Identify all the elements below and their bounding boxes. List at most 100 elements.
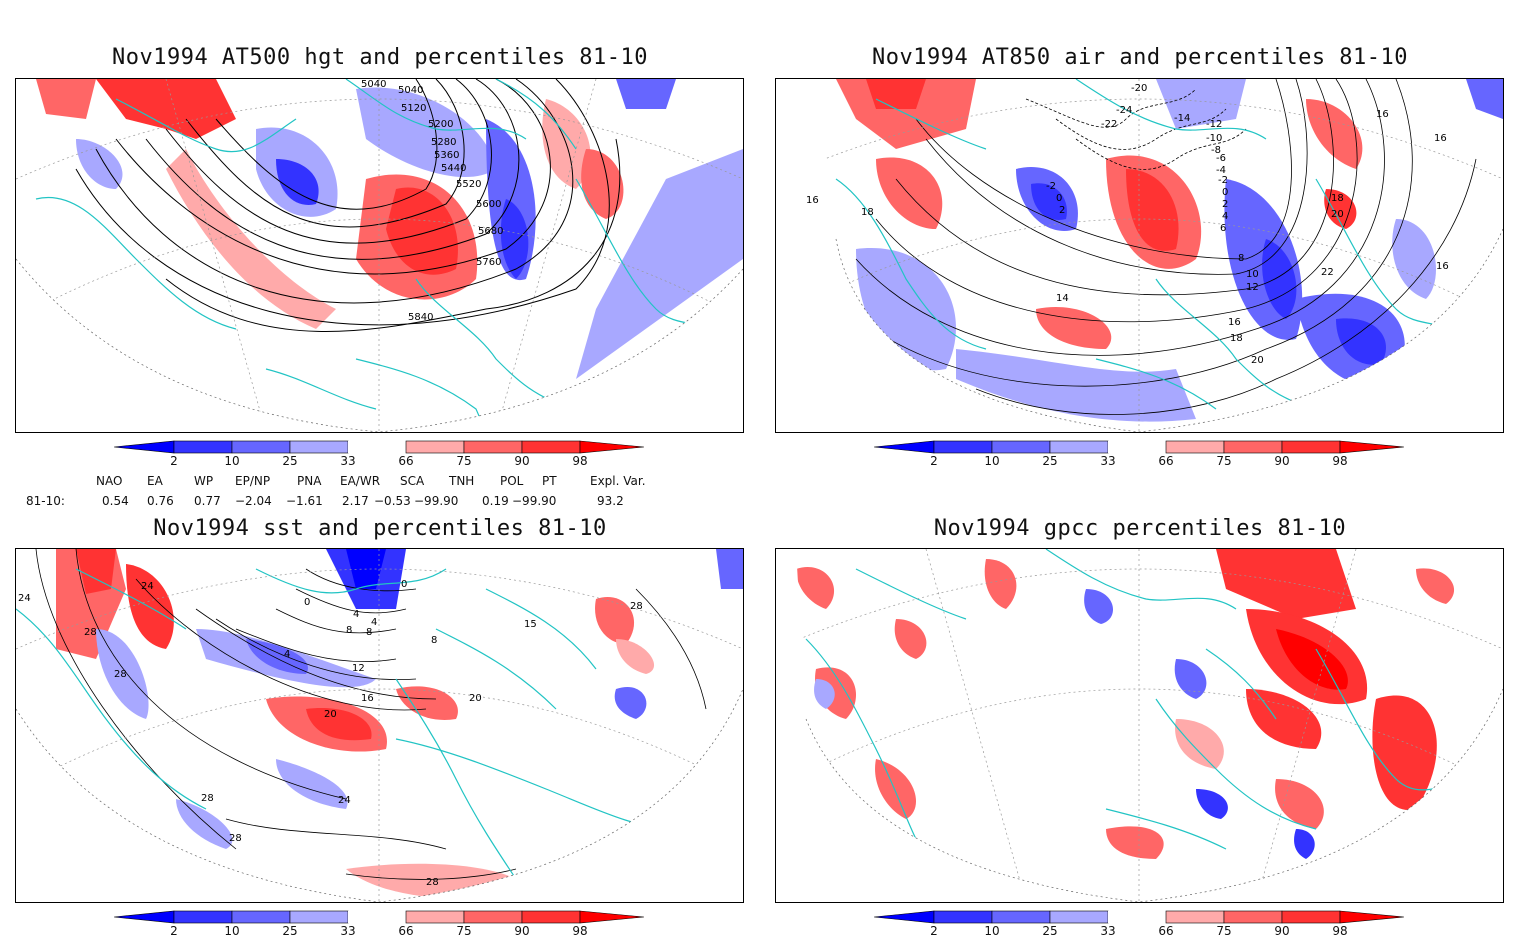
colorbar-segment xyxy=(1165,440,1225,454)
anomaly-red xyxy=(984,559,1017,609)
contour-label: 4 xyxy=(353,609,359,620)
colorbar-tick-label: 75 xyxy=(1216,454,1232,468)
index-value: −0.53 xyxy=(374,494,411,508)
contour-label: -22 xyxy=(1101,119,1117,130)
contour-label: 28 xyxy=(84,627,97,638)
index-value: −99.90 xyxy=(414,494,459,508)
contour-label: 5040 xyxy=(361,79,386,90)
anomaly-blue xyxy=(176,799,233,849)
map-air850: -20 -24 -22 -14 -12 -10 -8 -6 -4 -2 0 2 … xyxy=(775,78,1504,433)
colorbar-segment xyxy=(991,440,1051,454)
contour-label: 22 xyxy=(1321,267,1334,278)
colorbar-segment xyxy=(173,910,233,924)
contour-label: 20 xyxy=(469,693,482,704)
anomaly-red xyxy=(1216,549,1356,619)
colorbar-segment xyxy=(348,911,406,923)
colorbar-tick-label: 33 xyxy=(340,924,356,938)
contour-label: 8 xyxy=(346,625,352,636)
contour-label: 5120 xyxy=(401,103,426,114)
anomaly-red xyxy=(1036,307,1112,349)
contour-label: 5680 xyxy=(478,226,503,237)
contour-label: 4 xyxy=(284,649,290,660)
anomaly-blue xyxy=(1466,79,1503,119)
contour-label: 16 xyxy=(361,693,374,704)
contour-label: -24 xyxy=(1116,105,1132,116)
colorbar-segment xyxy=(1108,911,1166,923)
index-header: PT xyxy=(542,474,557,488)
index-header: WP xyxy=(194,474,214,488)
colorbar-segment xyxy=(579,910,644,924)
map-sst-canvas: 24 24 28 28 28 28 28 28 0 0 4 8 12 16 20… xyxy=(16,549,743,902)
index-header: EA xyxy=(147,474,163,488)
panel-title-gpcc: Nov1994 gpcc percentiles 81-10 xyxy=(933,516,1347,541)
anomaly-red xyxy=(36,79,96,119)
colorbar-segment xyxy=(1165,910,1225,924)
colorbar-tick-label: 33 xyxy=(1100,924,1116,938)
anomaly-blue xyxy=(856,248,956,371)
index-row-label: 81-10: xyxy=(26,494,65,508)
index-header: SCA xyxy=(400,474,425,488)
contour-label: 8 xyxy=(431,635,437,646)
colorbar-tick-label: 33 xyxy=(340,454,356,468)
anomaly-red xyxy=(1106,826,1164,859)
anomaly-blue xyxy=(814,679,835,709)
contour-label: 14 xyxy=(1056,293,1069,304)
anomaly-blue xyxy=(246,639,308,674)
panel-title-air850: Nov1994 AT850 air and percentiles 81-10 xyxy=(871,45,1409,70)
index-header: TNH xyxy=(449,474,475,488)
colorbar-sst: 2 10 25 33 66 75 90 98 xyxy=(114,910,644,944)
index-value: 0.54 xyxy=(102,494,129,508)
colorbar-tick-label: 98 xyxy=(1332,454,1348,468)
anomaly-blue xyxy=(1156,79,1246,129)
contour-label: 12 xyxy=(352,663,365,674)
colorbar-tick-label: 25 xyxy=(1042,924,1058,938)
index-value: −2.04 xyxy=(235,494,272,508)
contour-label: 5840 xyxy=(408,312,433,323)
colorbar-tick-label: 25 xyxy=(282,454,298,468)
contour-label: -10 xyxy=(1206,133,1222,144)
colorbar-tick-label: 98 xyxy=(572,924,588,938)
colorbar-segment xyxy=(348,441,406,453)
colorbar-tick-label: 10 xyxy=(984,454,1000,468)
colorbar-segment xyxy=(1049,910,1109,924)
contour-label: 8 xyxy=(366,627,372,638)
contour-label: 16 xyxy=(1436,261,1449,272)
panel-title-hgt500: Nov1994 AT500 hgt and percentiles 81-10 xyxy=(111,45,649,70)
anomaly-blue xyxy=(76,139,123,189)
contour-label: -4 xyxy=(1216,165,1226,176)
contour-label: 0 xyxy=(1222,187,1228,198)
contour-label: 18 xyxy=(861,207,874,218)
contour-label: 6 xyxy=(1220,223,1226,234)
contour-label: 24 xyxy=(141,581,154,592)
anomaly-red xyxy=(386,187,458,275)
colorbar-tick-label: 2 xyxy=(930,454,938,468)
contour-label: 20 xyxy=(1331,209,1344,220)
colorbar-tick-label: 25 xyxy=(1042,454,1058,468)
map-sst: 24 24 28 28 28 28 28 28 0 0 4 8 12 16 20… xyxy=(15,548,744,903)
colorbar-segment xyxy=(463,910,523,924)
index-value: 2.17 xyxy=(342,494,369,508)
contour-label: 2 xyxy=(1059,205,1065,216)
anomaly-blue xyxy=(1196,789,1228,819)
colorbar-tick-label: 98 xyxy=(572,454,588,468)
contour-label: 16 xyxy=(1228,317,1241,328)
colorbar-tick-label: 90 xyxy=(1274,454,1290,468)
colorbar-hgt500: 2 10 25 33 66 75 90 98 xyxy=(114,440,644,474)
index-header: PNA xyxy=(297,474,322,488)
index-header: NAO xyxy=(96,474,123,488)
anomaly-red xyxy=(894,619,927,659)
colorbar-tick-label: 33 xyxy=(1100,454,1116,468)
contour-label: -2 xyxy=(1046,181,1056,192)
colorbar-tick-label: 66 xyxy=(398,454,414,468)
colorbar-tick-label: 75 xyxy=(456,924,472,938)
colorbar-tick-label: 75 xyxy=(1216,924,1232,938)
colorbar-tick-label: 90 xyxy=(514,924,530,938)
anomaly-blue xyxy=(276,759,348,809)
contour-label: -2 xyxy=(1218,175,1228,186)
colorbar-segment xyxy=(579,440,644,454)
contour-label: 24 xyxy=(338,795,351,806)
index-value: −99.90 xyxy=(512,494,557,508)
colorbar-segment xyxy=(289,910,349,924)
contour-label: 5280 xyxy=(431,137,456,148)
contour-label: -8 xyxy=(1211,145,1221,156)
